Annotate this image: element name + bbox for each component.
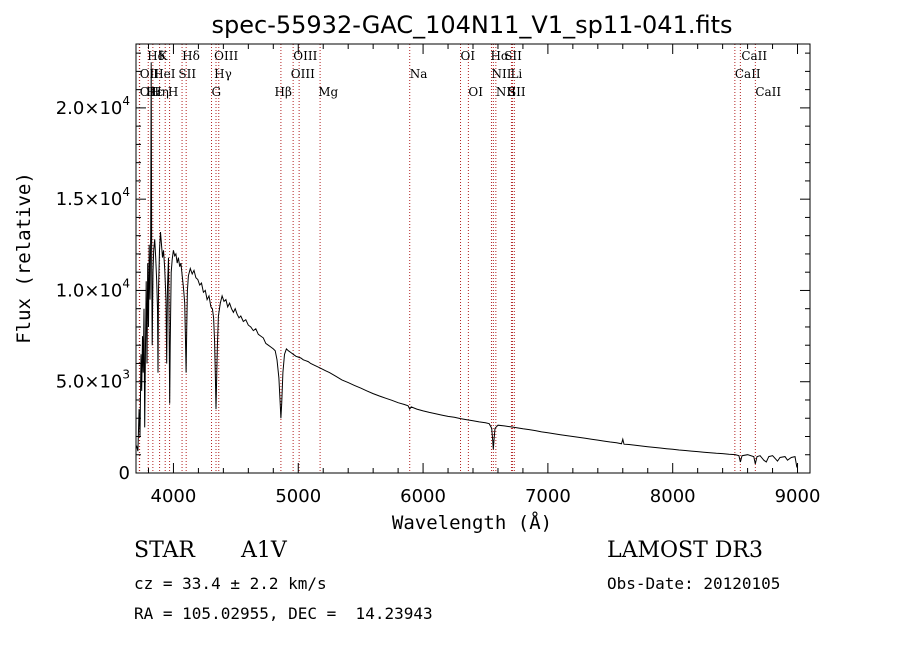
object-type: STAR — [134, 538, 195, 563]
line-label-8: H — [168, 85, 178, 99]
line-label-24: NII — [496, 85, 516, 99]
line-label-20: Hα — [490, 49, 509, 63]
line-label-5: HeI — [153, 67, 176, 81]
object-subclass: A1V — [241, 538, 287, 563]
x-axis-label: Wavelength (Å) — [392, 511, 552, 534]
line-label-1: OII — [140, 67, 160, 81]
y-axis-label: Flux (relative) — [13, 172, 35, 344]
line-label-15: OIII — [291, 67, 315, 81]
line-label-9: Hδ — [182, 49, 200, 63]
x-tick-label: 4000 — [151, 486, 197, 507]
line-label-0: Hδ — [147, 49, 165, 63]
line-label-23: Li — [510, 67, 522, 81]
x-tick-label: 8000 — [650, 486, 696, 507]
line-label-19: OI — [468, 85, 483, 99]
line-label-18: OI — [461, 49, 476, 63]
line-label-10: OIII — [214, 49, 238, 63]
chart-title: spec-55932-GAC_104N11_V1_sp11-041.fits — [212, 11, 733, 39]
x-tick-label: 6000 — [400, 486, 446, 507]
line-label-6: Hη — [151, 85, 169, 99]
observation-date: Obs-Date: 20120105 — [607, 574, 781, 593]
line-label-14: OIII — [293, 49, 317, 63]
line-label-26: CaII — [741, 49, 767, 63]
y-axis-ticks: 0 5.0×103 1.0×104 1.5×104 2.0×104 — [56, 52, 810, 484]
y-tick-label: 2.0×104 — [56, 94, 130, 119]
line-label-17: Na — [410, 67, 428, 81]
x-tick-label: 9000 — [775, 486, 821, 507]
x-tick-label: 7000 — [525, 486, 571, 507]
survey-name: LAMOST DR3 — [607, 538, 763, 563]
line-label-22: NII — [491, 67, 511, 81]
x-tick-label: 5000 — [275, 486, 321, 507]
series-layer — [136, 62, 798, 468]
series-flux — [136, 62, 798, 468]
line-label-16: Mg — [318, 85, 338, 99]
line-label-25: SII — [508, 85, 526, 99]
y-tick-label: 0 — [119, 463, 130, 484]
line-label-2: OII — [140, 85, 160, 99]
line-label-13: Hβ — [275, 85, 292, 99]
line-label-21: SII — [504, 49, 522, 63]
line-label-7: SII — [178, 67, 196, 81]
line-label-4: K — [158, 49, 168, 63]
plot-frame — [135, 43, 811, 474]
line-label-28: CaII — [755, 85, 781, 99]
y-tick-label: 1.0×104 — [56, 276, 130, 301]
line-label-11: Hγ — [214, 67, 232, 81]
y-tick-label: 5.0×103 — [56, 368, 130, 393]
line-label-3: Hε — [146, 85, 163, 99]
coordinates-readout: RA = 105.02955, DEC = 14.23943 — [134, 604, 433, 623]
line-label-27: CaII — [735, 67, 761, 81]
emission-line-markers — [138, 44, 756, 473]
redshift-readout: cz = 33.4 ± 2.2 km/s — [134, 574, 327, 593]
y-tick-label: 1.5×104 — [56, 185, 130, 210]
x-axis-ticks: 4000 5000 6000 7000 8000 9000 — [147, 44, 821, 507]
line-label-12: G — [212, 85, 222, 99]
